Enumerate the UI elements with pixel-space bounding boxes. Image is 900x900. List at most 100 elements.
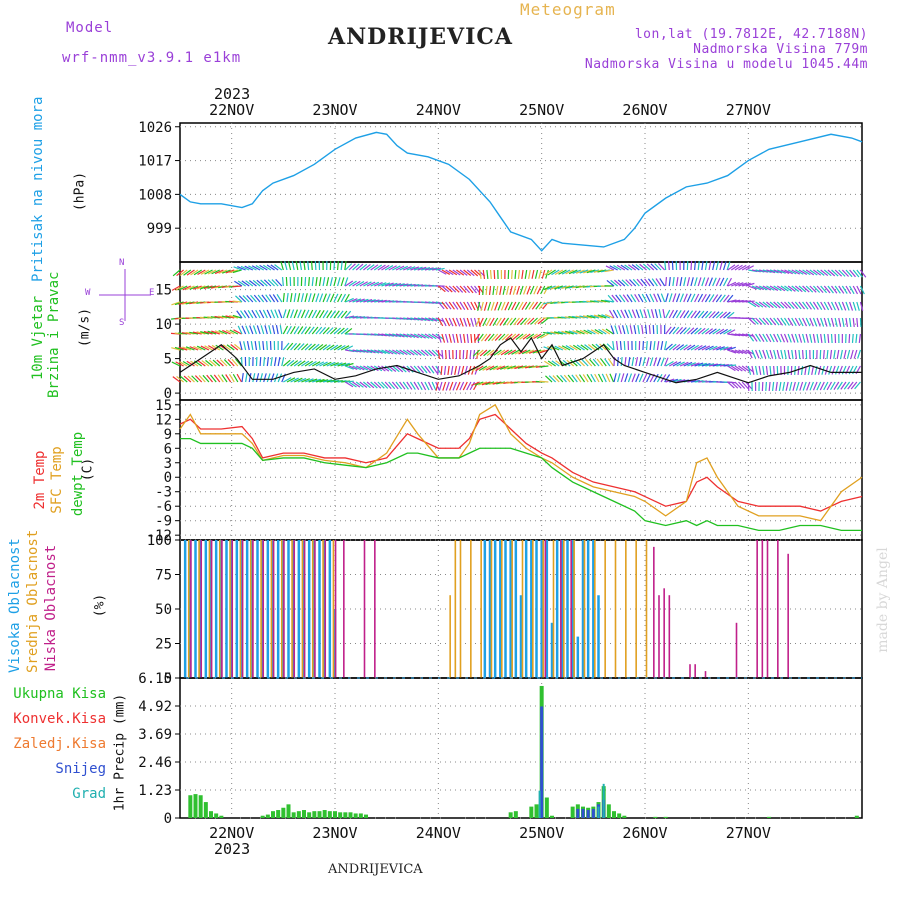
wind-arrow [247, 310, 254, 319]
wind-arrow [213, 374, 221, 383]
wind-arrow [203, 285, 213, 290]
wind-arrow [715, 261, 719, 271]
wind-arrow [587, 329, 596, 335]
wind-arrow [539, 365, 549, 368]
wind-arrow [441, 317, 447, 327]
wind-arrow [431, 317, 441, 322]
wind-arrow [672, 293, 677, 303]
wind-arrow [593, 269, 603, 273]
wind-arrow [805, 285, 814, 293]
precip-bar-0 [508, 812, 513, 818]
day-label-bottom: 26NOV [622, 824, 667, 842]
wind-arrow [208, 359, 217, 367]
wind-arrow [475, 317, 481, 327]
wind-arrow [653, 340, 656, 351]
wind-arrow [519, 333, 528, 340]
wind-arrow [813, 269, 822, 276]
compass-west: W [85, 288, 91, 298]
wind-arrow [734, 365, 743, 372]
wind-arrow [301, 378, 310, 383]
wind-arrow [315, 276, 318, 287]
wind-arrow [773, 349, 777, 359]
wind-arrow [551, 360, 560, 367]
wind-arrow [176, 269, 184, 277]
wind-arrow [191, 375, 199, 383]
wind-arrow [748, 301, 757, 308]
wind-arrow [333, 344, 342, 351]
wind-arrow [318, 293, 324, 303]
temp-tick-label: 9 [164, 427, 172, 443]
wind-arrow [435, 381, 439, 391]
wind-arrow [554, 269, 564, 275]
wind-arrow [852, 285, 859, 295]
wind-arrow [284, 261, 288, 271]
wind-arrow [193, 285, 202, 290]
wind-arrow [493, 269, 496, 280]
wind-arrow [366, 281, 376, 287]
wind-arrow [340, 345, 350, 351]
wind-arrow [483, 349, 491, 357]
wind-arrow [500, 301, 506, 311]
wind-arrow [536, 349, 545, 354]
wind-arrow [820, 317, 825, 327]
wind-arrow [452, 269, 461, 276]
wind-arrow [242, 295, 250, 303]
wind-arrow [809, 269, 818, 276]
wind-arrow [857, 349, 862, 359]
wind-arrow [791, 349, 794, 359]
wind-arrow [250, 341, 254, 351]
precip-bar-0 [193, 794, 198, 818]
wind-arrow [642, 357, 646, 367]
wind-arrow [585, 358, 593, 367]
wind-arrow [776, 285, 786, 292]
wind-arrow [843, 349, 847, 359]
wind-arrow [787, 269, 797, 275]
wind-arrow [745, 265, 754, 271]
wind-arrow [758, 285, 768, 291]
wind-arrow [647, 309, 651, 319]
wind-arrow [237, 325, 243, 335]
precip-bar-0 [353, 813, 358, 818]
wind-arrow [255, 309, 261, 319]
wind-arrow [726, 311, 735, 319]
wind-arrow [227, 359, 235, 367]
wind-arrow [489, 365, 499, 371]
wind-arrow [406, 317, 416, 321]
wind-arrow [671, 260, 674, 271]
wind-arrow [417, 365, 425, 374]
wind-arrow [297, 360, 306, 367]
wind-arrow [787, 333, 792, 343]
wind-arrow [570, 359, 578, 367]
wind-arrow [205, 359, 213, 367]
precip-bar-0 [214, 813, 219, 818]
wind-arrow [344, 261, 347, 271]
wind-arrow [381, 381, 389, 389]
wind-arrow [838, 269, 846, 277]
wind-arrow [480, 301, 484, 311]
wind-arrow [615, 340, 619, 351]
wind-arrow [716, 346, 725, 351]
wind-arrow [580, 344, 589, 351]
wind-arrow [697, 310, 705, 319]
wind-arrow [794, 317, 801, 327]
wind-arrow [784, 285, 793, 292]
wind-arrow [315, 378, 325, 383]
wind-arrow [738, 349, 747, 355]
wind-arrow [816, 381, 822, 391]
wind-arrow [413, 317, 423, 321]
wind-arrow [675, 277, 679, 287]
wind-arrow [712, 363, 722, 367]
wind-arrow [528, 269, 531, 279]
wind-arrow [561, 345, 571, 351]
wind-arrow [463, 317, 468, 327]
wind-arrow [604, 299, 614, 303]
wind-arrow [628, 264, 637, 271]
wind-arrow [648, 324, 651, 335]
panel-frame-0 [179, 122, 863, 263]
wind-arrow [664, 260, 667, 271]
wind-arrow [189, 331, 199, 335]
wind-arrow [605, 373, 611, 383]
wind-arrow [293, 360, 302, 367]
wind-arrow [539, 349, 549, 354]
wind-arrow [851, 333, 854, 344]
